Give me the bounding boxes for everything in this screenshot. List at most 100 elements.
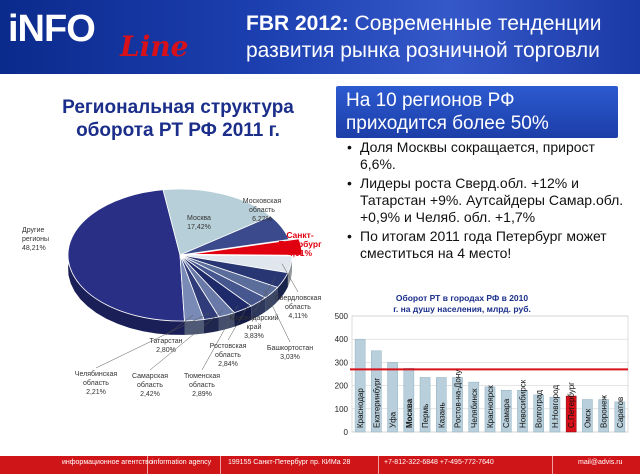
bar-category-label: Ростов-на-Дону: [454, 370, 463, 428]
pie-value-label: 2,21%: [86, 389, 106, 396]
pie-label: область: [137, 381, 163, 389]
bar-16: [614, 401, 626, 433]
footer-bar: информационное агентство information age…: [0, 456, 640, 474]
page-title: FBR 2012: Современные тенденции развития…: [246, 10, 634, 64]
pie-slice-depth: [265, 287, 278, 312]
bar-category-label: Новосибирск: [518, 379, 527, 428]
pie-label: Краснодарский: [229, 314, 278, 322]
pie-slice-2: [179, 215, 290, 256]
pie-slice-depth: [218, 312, 235, 331]
pie-slice-1: [162, 188, 272, 256]
pie-label: область: [285, 303, 311, 311]
pie-label: Петербург: [278, 239, 322, 249]
pie-value-label: 2,84%: [218, 361, 238, 368]
bar-13: [565, 395, 577, 433]
bar-11: [533, 394, 544, 433]
pie-slice-depth: [251, 297, 266, 320]
pie-value-label: 48,21%: [22, 245, 46, 252]
pie-label: Самарская: [132, 373, 168, 380]
pie-label: область: [249, 206, 275, 214]
pie-slice-3: [189, 238, 303, 256]
pie-leader-line: [264, 289, 291, 343]
pie-slice-depth: [287, 256, 292, 287]
pie-value-label: 2,42%: [140, 391, 160, 398]
bar-8: [484, 386, 496, 433]
pie-value-label: 3,03%: [280, 354, 300, 361]
bar-chart-title: Оборот РТ в городах РФ в 2010: [396, 293, 528, 303]
bar-1: [371, 350, 382, 433]
bar-category-label: Н.Новгород: [551, 385, 560, 428]
pie-label: область: [189, 381, 215, 389]
pie-value-label: 3,83%: [244, 333, 264, 340]
page-title-rest: Современные тенденции развития рынка роз…: [246, 12, 602, 62]
pie-leader-line: [253, 278, 276, 313]
bar-ytick-label: 400: [335, 335, 349, 344]
pie-leader-line: [95, 313, 210, 369]
page-title-bold: FBR 2012:: [246, 12, 349, 35]
pie-value-label: 4,01%: [288, 248, 313, 258]
pie-label: Татарстан: [149, 338, 182, 345]
bar-14: [582, 399, 593, 433]
bar-ytick-label: 200: [335, 382, 349, 391]
bar-category-label: Омск: [583, 408, 592, 428]
bar-3: [403, 367, 415, 433]
infoline-logo: iNFO: [8, 8, 96, 51]
pie-slice-depth: [184, 319, 204, 335]
pie-leader-line: [165, 315, 194, 336]
pie-label: Московская: [243, 198, 282, 205]
pie-slice-depth: [277, 272, 288, 302]
bar-ytick-label: 0: [344, 428, 349, 437]
bar-category-label: Краснодар: [356, 388, 365, 428]
pie-leader-line: [149, 309, 224, 371]
pie-value-label: 2,89%: [192, 391, 212, 398]
header-banner: iNFO Line FBR 2012: Современные тенденци…: [0, 0, 640, 74]
bullet-item: По итогам 2011 года Петербург может смес…: [347, 228, 629, 262]
pie-slice-depth: [204, 316, 219, 334]
bar-ytick-label: 500: [335, 312, 349, 321]
bar-15: [598, 399, 609, 433]
footer-divider: [147, 456, 148, 474]
pie-slice-0: [67, 189, 185, 322]
bar-5: [436, 377, 447, 433]
bar-chart-title-line2: г. на душу населения, млрд. руб.: [393, 304, 531, 314]
footer-email[interactable]: mail@advis.ru: [578, 459, 623, 466]
bar-category-label: Москва: [405, 398, 414, 428]
pie-chart-title: Региональная структура оборота РТ РФ 201…: [62, 97, 294, 141]
bar-category-label: Пермь: [421, 404, 430, 428]
bar-category-label: Казань: [437, 402, 446, 428]
bar-0: [354, 338, 366, 433]
pie-label: Свердловская: [275, 295, 322, 302]
pie-label: Тюменская: [184, 373, 220, 380]
pie-label: Санкт-: [286, 230, 314, 240]
pie-label: область: [83, 379, 109, 387]
pie-label: Башкортостан: [267, 345, 313, 352]
bar-category-label: С.Петербург: [567, 382, 576, 428]
key-message-text: На 10 регионов РФ приходится более 50%: [346, 90, 549, 134]
bar-2: [387, 362, 398, 433]
bar-4: [419, 377, 431, 433]
footer-agency-ru: информационное агентство: [62, 459, 153, 466]
bar-12: [549, 396, 561, 433]
logo-main-text: iNFO: [8, 8, 96, 50]
footer-agency-en: information agency: [152, 459, 212, 466]
bullet-item: Лидеры роста Сверд.обл. +12% и Татарстан…: [347, 175, 629, 226]
bar-category-label: Челябинск: [470, 388, 479, 428]
bar-category-label: Красноярск: [486, 385, 495, 428]
bullet-list: Доля Москвы сокращается, прирост 6,6%. Л…: [347, 139, 629, 264]
footer-phones: +7-812-322-6848 +7-495-772-7640: [384, 459, 494, 466]
pie-label: край: [247, 323, 262, 331]
footer-address: 199155 Санкт-Петербург пр. КИМа 28: [228, 459, 351, 466]
bullet-item: Доля Москвы сокращается, прирост 6,6%.: [347, 139, 629, 173]
pie-value-label: 4,11%: [288, 313, 307, 320]
pie-leader-line: [281, 263, 299, 293]
key-message-box: [336, 86, 618, 138]
bar-ytick-label: 100: [335, 405, 349, 414]
bar-6: [452, 377, 463, 433]
pie-value-label: 6,22%: [252, 216, 272, 223]
footer-divider: [220, 456, 221, 474]
bar-category-label: Самара: [502, 398, 511, 428]
bar-9: [500, 389, 512, 433]
bar-7: [468, 381, 480, 433]
pie-label: Челябинская: [75, 370, 118, 378]
